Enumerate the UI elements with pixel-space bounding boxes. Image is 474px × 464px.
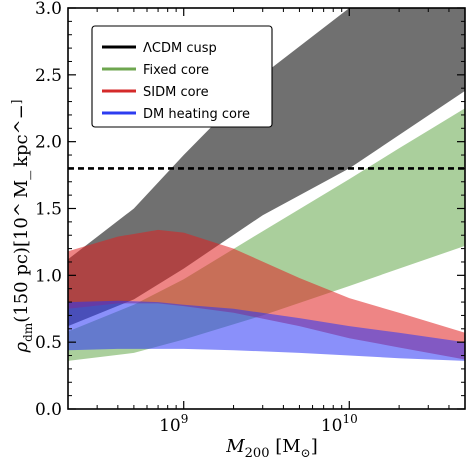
y-tick-label: 1.0 [35,266,62,286]
legend-label: Fixed core [143,63,209,78]
y-tick-label: 3.0 [35,0,62,19]
legend-label: DM heating core [143,107,250,122]
y-tick-label: 2.5 [35,66,62,86]
y-tick-label: 0.0 [35,400,62,420]
legend: ΛCDM cusp Fixed core SIDM core DM heating c… [92,26,272,127]
legend-label: SIDM core [143,85,209,100]
y-axis-label: ρdm(150 pc)[10^ M_ kpc^−] [9,100,35,354]
y-tick-label: 1.5 [35,200,62,220]
x-axis-label: M200 [M⊙] [225,436,318,461]
y-tick-label: 0.5 [35,333,62,353]
y-tick-label: 2.0 [35,133,62,153]
x-tick-label: 109 [159,412,188,436]
legend-label: ΛCDM cusp [143,41,217,56]
x-tick-label: 1010 [321,412,358,436]
